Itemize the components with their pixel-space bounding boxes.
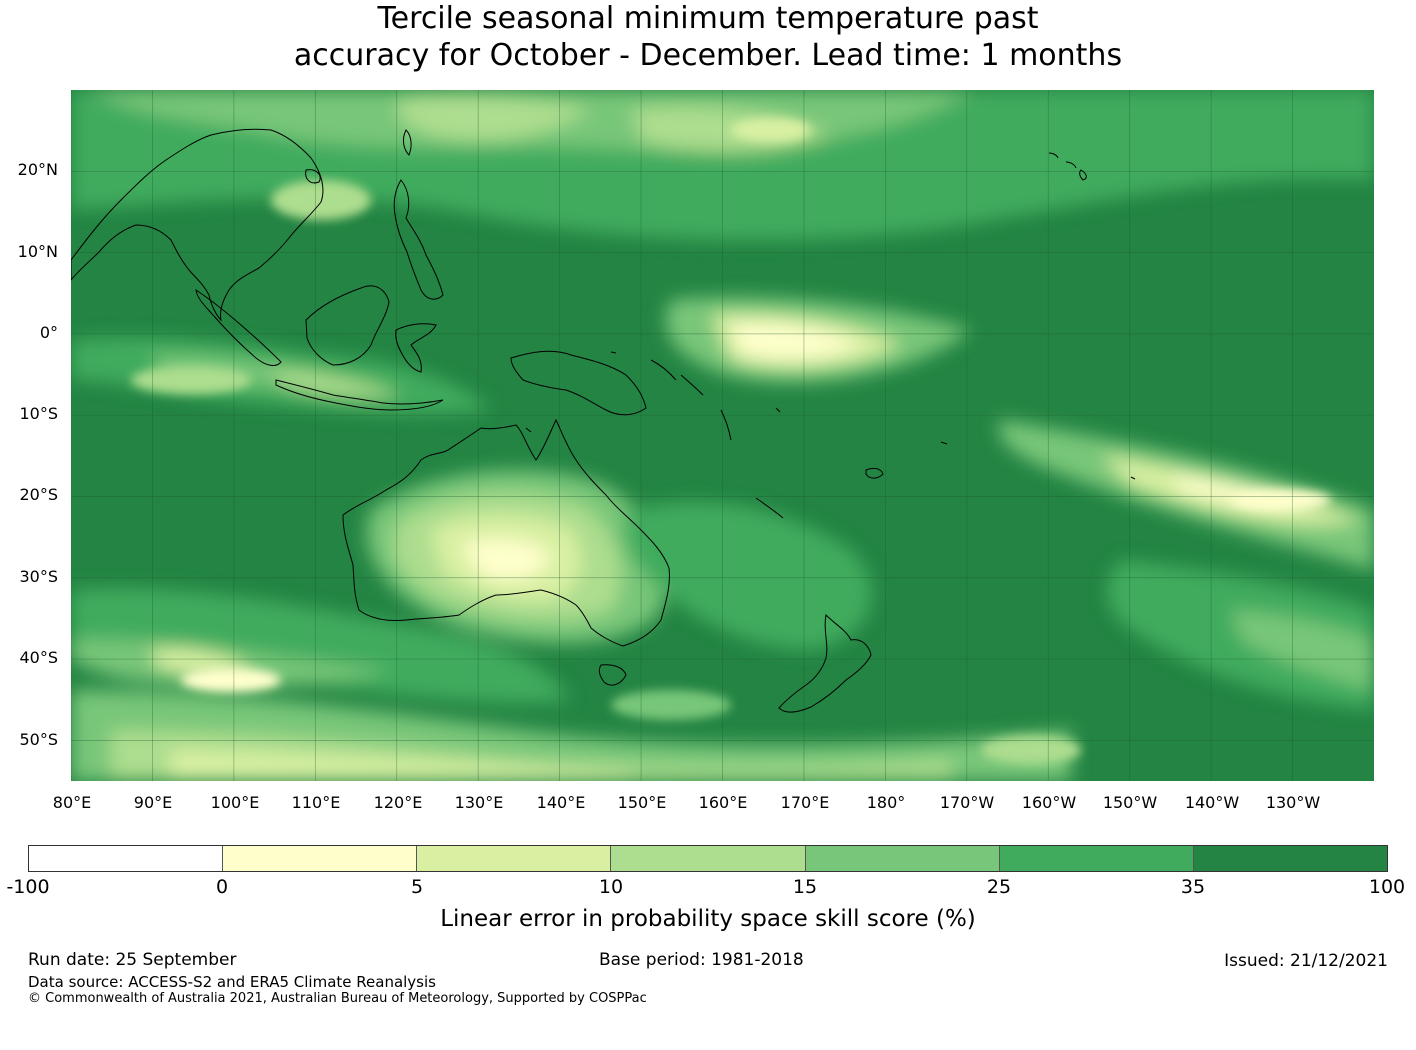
colorbar-tick-label: 10 xyxy=(598,876,624,898)
colorbar-tick-label: 5 xyxy=(410,876,424,898)
lon-tick-label: 80°E xyxy=(52,793,92,812)
colorbar xyxy=(28,845,1388,872)
colorbar-segment xyxy=(805,846,1000,871)
lat-tick-label: 50°S xyxy=(19,730,58,749)
copyright: © Commonwealth of Australia 2021, Austra… xyxy=(28,991,647,1006)
coastline-vanuatu xyxy=(720,409,732,441)
lon-tick-label: 140°E xyxy=(536,793,586,812)
lon-tick-label: 180° xyxy=(866,793,906,812)
coastline-hainan xyxy=(305,169,321,184)
colorbar-title: Linear error in probability space skill … xyxy=(440,906,976,932)
lat-tick-label: 0° xyxy=(39,323,58,342)
coastline-fiji xyxy=(865,467,884,479)
lat-tick-label: 20°S xyxy=(19,485,58,504)
coastline-solomons xyxy=(650,359,704,396)
coastline-mainland-asia xyxy=(71,128,324,322)
map-title-line2: accuracy for October - December. Lead ti… xyxy=(293,38,1123,73)
skill-field xyxy=(71,90,1374,781)
map-gridlines xyxy=(71,90,1374,781)
lon-tick-label: 150°E xyxy=(617,793,667,812)
lon-tick-label: 90°E xyxy=(133,793,173,812)
coastline-australia xyxy=(342,418,670,647)
map-canvas xyxy=(71,90,1374,781)
lon-tick-label: 150°W xyxy=(1102,793,1158,812)
colorbar-segment xyxy=(999,846,1194,871)
coastline-sulawesi xyxy=(395,323,437,373)
lon-tick-label: 120°E xyxy=(373,793,423,812)
lat-tick-label: 10°S xyxy=(19,404,58,423)
colorbar-tick-label: 100 xyxy=(1368,876,1406,898)
colorbar-segment xyxy=(1193,846,1387,871)
lon-tick-label: 160°E xyxy=(698,793,748,812)
lat-tick-label: 30°S xyxy=(19,567,58,586)
coastline-borneo xyxy=(305,285,390,366)
coastline-taiwan xyxy=(402,129,412,156)
lon-tick-label: 170°W xyxy=(939,793,995,812)
coastline-new-zealand xyxy=(778,613,872,713)
colorbar-segment xyxy=(29,846,224,871)
lat-tick-label: 10°N xyxy=(17,242,58,261)
data-source: Data source: ACCESS-S2 and ERA5 Climate … xyxy=(28,973,436,991)
lon-tick-label: 140°W xyxy=(1184,793,1240,812)
colorbar-segment xyxy=(417,846,612,871)
lon-tick-label: 100°E xyxy=(210,793,260,812)
colorbar-tick-label: 25 xyxy=(986,876,1012,898)
lat-tick-label: 40°S xyxy=(19,648,58,667)
lon-tick-label: 130°E xyxy=(454,793,504,812)
lat-tick-label: 20°N xyxy=(17,160,58,179)
lon-tick-label: 110°E xyxy=(291,793,341,812)
colorbar-tick-label: -100 xyxy=(6,876,50,898)
coastline-new-caledonia xyxy=(755,497,784,519)
issued-date: Issued: 21/12/2021 xyxy=(1224,951,1388,971)
coastline-sumatra xyxy=(195,288,282,366)
colorbar-tick-label: 15 xyxy=(792,876,818,898)
coastline-tasmania xyxy=(598,664,627,686)
map-title: Tercile seasonal minimum temperature pas… xyxy=(0,0,1416,74)
coastline-new-guinea xyxy=(510,350,647,416)
coastline-philippines xyxy=(393,179,444,300)
map-panel xyxy=(71,90,1374,781)
colorbar-segment xyxy=(611,846,806,871)
coastline-java xyxy=(275,379,444,411)
run-date: Run date: 25 September xyxy=(28,950,237,970)
lon-tick-label: 170°E xyxy=(780,793,830,812)
coastline-small-islands xyxy=(525,351,1136,480)
coastlines xyxy=(71,128,1136,713)
map-title-line1: Tercile seasonal minimum temperature pas… xyxy=(377,1,1039,36)
base-period: Base period: 1981-2018 xyxy=(599,950,804,970)
coastline-hawaii xyxy=(1048,152,1087,181)
colorbar-tick-label: 0 xyxy=(215,876,229,898)
colorbar-segment xyxy=(223,846,418,871)
skill-field-detail xyxy=(131,118,1331,764)
colorbar-tick-label: 35 xyxy=(1180,876,1206,898)
lon-tick-label: 130°W xyxy=(1265,793,1321,812)
lon-tick-label: 160°W xyxy=(1021,793,1077,812)
